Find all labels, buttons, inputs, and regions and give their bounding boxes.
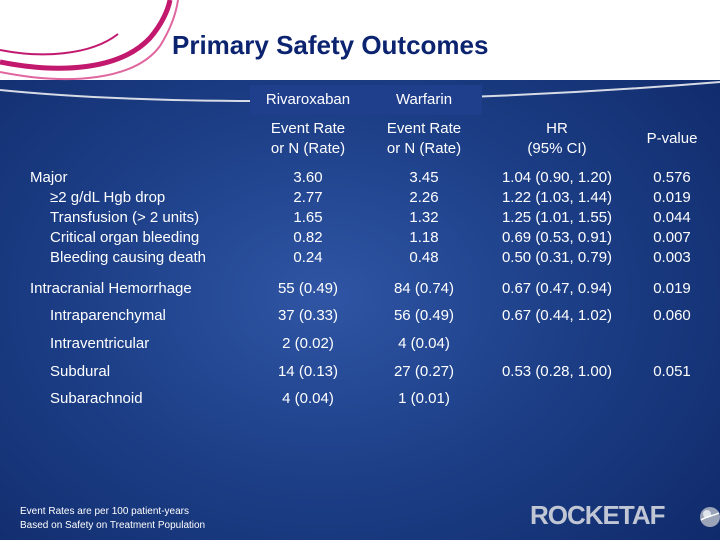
- header-warfarin: Warfarin: [366, 85, 482, 115]
- header-rivaroxaban: Rivaroxaban: [250, 85, 366, 115]
- major-rivaroxaban-values: 3.60 2.77 1.65 0.82 0.24: [293, 169, 323, 266]
- page-title: Primary Safety Outcomes: [172, 30, 489, 60]
- globe-icon: [700, 507, 720, 527]
- header-pvalue: P-value: [646, 130, 698, 147]
- intraventricular-warfarin: 4 (0.04): [398, 335, 450, 352]
- subdural-hr: 0.53 (0.28, 1.00): [501, 363, 613, 380]
- row-label-ich: Intracranial Hemorrhage: [30, 280, 192, 297]
- major-hr-values: 1.04 (0.90, 1.20) 1.22 (1.03, 1.44) 1.25…: [501, 169, 613, 266]
- major-warfarin-values: 3.45 2.26 1.32 1.18 0.48: [409, 169, 439, 266]
- row-label-major: Major: [30, 169, 68, 186]
- logo-word: ROCKET: [530, 500, 633, 530]
- intraparenchymal-hr: 0.67 (0.44, 1.02): [501, 307, 613, 324]
- row-label-subdural: Subdural: [50, 363, 111, 380]
- row-label-intraventricular: Intraventricular: [50, 335, 150, 352]
- subdural-rivaroxaban: 14 (0.13): [277, 363, 339, 380]
- ich-pvalue: 0.019: [653, 280, 691, 297]
- ich-rivaroxaban: 55 (0.49): [277, 280, 339, 297]
- ich-hr: 0.67 (0.47, 0.94): [501, 280, 613, 297]
- intraparenchymal-rivaroxaban: 37 (0.33): [277, 307, 339, 324]
- logo-suffix: AF: [631, 500, 666, 530]
- header-hr: HR (95% CI): [527, 120, 587, 157]
- subarachnoid-warfarin: 1 (0.01): [398, 390, 450, 407]
- title-band: [0, 0, 720, 80]
- intraparenchymal-warfarin: 56 (0.49): [393, 307, 455, 324]
- row-label-major-components: ≥2 g/dL Hgb drop Transfusion (> 2 units)…: [50, 189, 206, 266]
- intraparenchymal-pvalue: 0.060: [653, 307, 691, 324]
- ich-warfarin: 84 (0.74): [393, 280, 455, 297]
- subdural-pvalue: 0.051: [653, 363, 691, 380]
- subdural-warfarin: 27 (0.27): [393, 363, 455, 380]
- header-event-rate-rivaroxaban: Event Rate or N (Rate): [270, 120, 346, 157]
- subarachnoid-rivaroxaban: 4 (0.04): [282, 390, 334, 407]
- intraventricular-rivaroxaban: 2 (0.02): [282, 335, 334, 352]
- header-event-rate-warfarin: Event Rate or N (Rate): [386, 120, 462, 157]
- footnote: Event Rates are per 100 patient-years Ba…: [20, 506, 206, 531]
- row-label-subarachnoid: Subarachnoid: [50, 390, 143, 407]
- row-label-intraparenchymal: Intraparenchymal: [50, 307, 166, 324]
- rocket-af-logo: ROCKETAF: [530, 500, 720, 534]
- major-pvalue-values: 0.576 0.019 0.044 0.007 0.003: [653, 169, 691, 266]
